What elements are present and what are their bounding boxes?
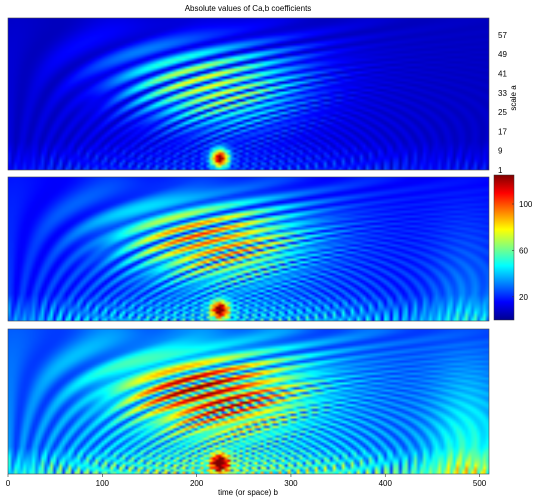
y-tick-label: 57 xyxy=(498,31,507,40)
y-axis-ticks: 57 49 41 33 25 17 9 1 xyxy=(498,31,507,175)
y-tick-label: 25 xyxy=(498,108,507,117)
panel-frame-2 xyxy=(7,176,490,322)
y-tick-label: 49 xyxy=(498,50,507,59)
scalogram-panel-2 xyxy=(8,177,489,321)
y-tick-label: 41 xyxy=(498,69,507,78)
scalogram-panel-3 xyxy=(8,329,489,474)
x-tick-label: 500 xyxy=(473,479,487,488)
y-tick-label: 1 xyxy=(498,166,503,175)
scalogram-panel-1 xyxy=(8,18,489,170)
colorbar-tick-label: 20 xyxy=(519,293,528,302)
y-axis-label: scale a xyxy=(509,85,518,111)
x-tick-label: 200 xyxy=(190,479,204,488)
chart-title: Absolute values of Ca,b coefficients xyxy=(185,4,312,13)
y-tick-label: 17 xyxy=(498,127,507,136)
x-tick-label: 0 xyxy=(6,479,11,488)
x-tick-label: 400 xyxy=(379,479,393,488)
scalogram-panels xyxy=(7,17,490,475)
x-tick-label: 100 xyxy=(96,479,110,488)
panel-frame-1 xyxy=(7,17,490,171)
x-tick-label: 300 xyxy=(284,479,298,488)
y-tick-label: 9 xyxy=(498,147,503,156)
colorbar-tick-label: 60 xyxy=(519,246,528,255)
panel-frame-3 xyxy=(7,328,490,475)
x-axis-label: time (or space) b xyxy=(218,488,279,497)
colorbar: 100 60 20 xyxy=(493,174,533,321)
colorbar-tick-label: 100 xyxy=(519,200,533,209)
colorbar-scale xyxy=(493,174,515,321)
colorbar-ticks: 100 60 20 xyxy=(512,200,533,302)
x-axis-ticks: 0 100 200 300 400 500 xyxy=(6,474,487,488)
y-tick-label: 33 xyxy=(498,89,507,98)
